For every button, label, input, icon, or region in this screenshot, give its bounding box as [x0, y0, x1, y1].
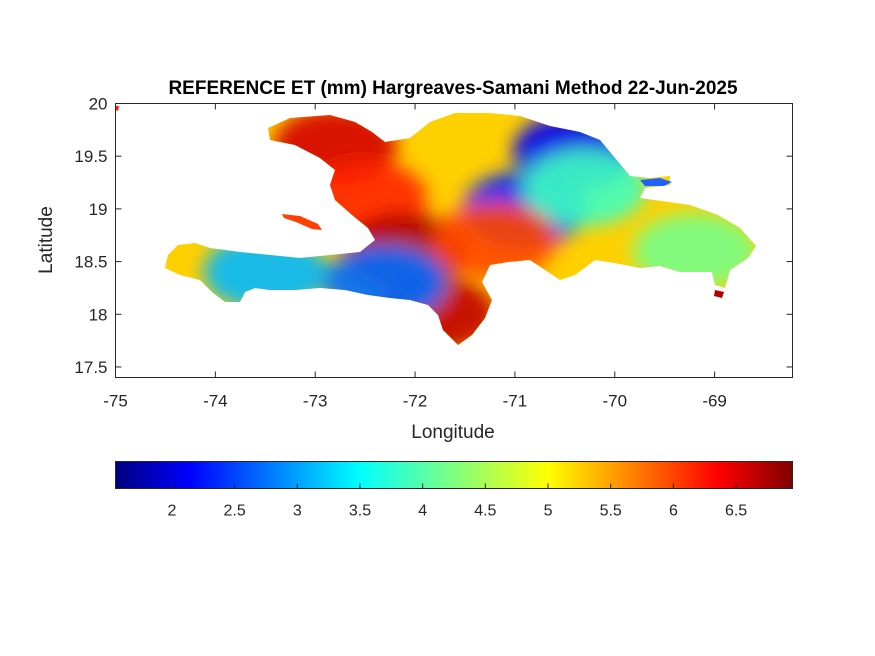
x-tick-label: -72 [403, 392, 428, 411]
colorbar [115, 461, 793, 489]
y-tick-label: 18 [89, 305, 108, 324]
colorbar-tick-label: 4 [418, 503, 427, 520]
x-tick-label: -74 [203, 392, 228, 411]
saona-island [714, 290, 724, 298]
colorbar-tick-label: 3.5 [349, 503, 371, 520]
y-tick-label: 19.5 [74, 147, 107, 166]
y-axis: 17.5 18 18.5 19 19.5 20 [74, 95, 793, 377]
y-tick-label: 19 [89, 200, 108, 219]
navassa-speck [116, 106, 119, 111]
x-tick-label: -73 [303, 392, 328, 411]
tortuga-island [282, 214, 322, 230]
x-axis-label: Longitude [411, 422, 494, 443]
islets [116, 106, 724, 298]
colorbar-tick-label: 4.5 [474, 503, 496, 520]
x-tick-label: -71 [503, 392, 528, 411]
colorbar-tick-label: 5 [544, 503, 553, 520]
y-tick-label: 18.5 [74, 253, 107, 272]
colorbar-tick-label: 3 [293, 503, 302, 520]
et-region-cibao [522, 149, 647, 226]
y-tick-label: 20 [89, 95, 108, 114]
x-axis: -75 -74 -73 -72 -71 -70 -69 [103, 103, 727, 411]
chart-title: REFERENCE ET (mm) Hargreaves-Samani Meth… [168, 78, 738, 99]
et-region-sierra-de-neiba [432, 202, 557, 279]
y-axis-label: Latitude [36, 206, 57, 274]
x-tick-label: -69 [702, 392, 727, 411]
colorbar-tick-label: 2 [167, 503, 176, 520]
colorbar-tick-label: 6 [669, 503, 678, 520]
colorbar-ticks: 2 2.5 3 3.5 4 4.5 5 5.5 6 6.5 [167, 483, 747, 520]
gonave-island [640, 178, 672, 186]
colorbar-tick-label: 6.5 [725, 503, 747, 520]
x-tick-label: -75 [103, 392, 128, 411]
x-tick-label: -70 [602, 392, 627, 411]
y-tick-label: 17.5 [74, 358, 107, 377]
colorbar-tick-label: 5.5 [600, 503, 622, 520]
colorbar-tick-label: 2.5 [223, 503, 245, 520]
